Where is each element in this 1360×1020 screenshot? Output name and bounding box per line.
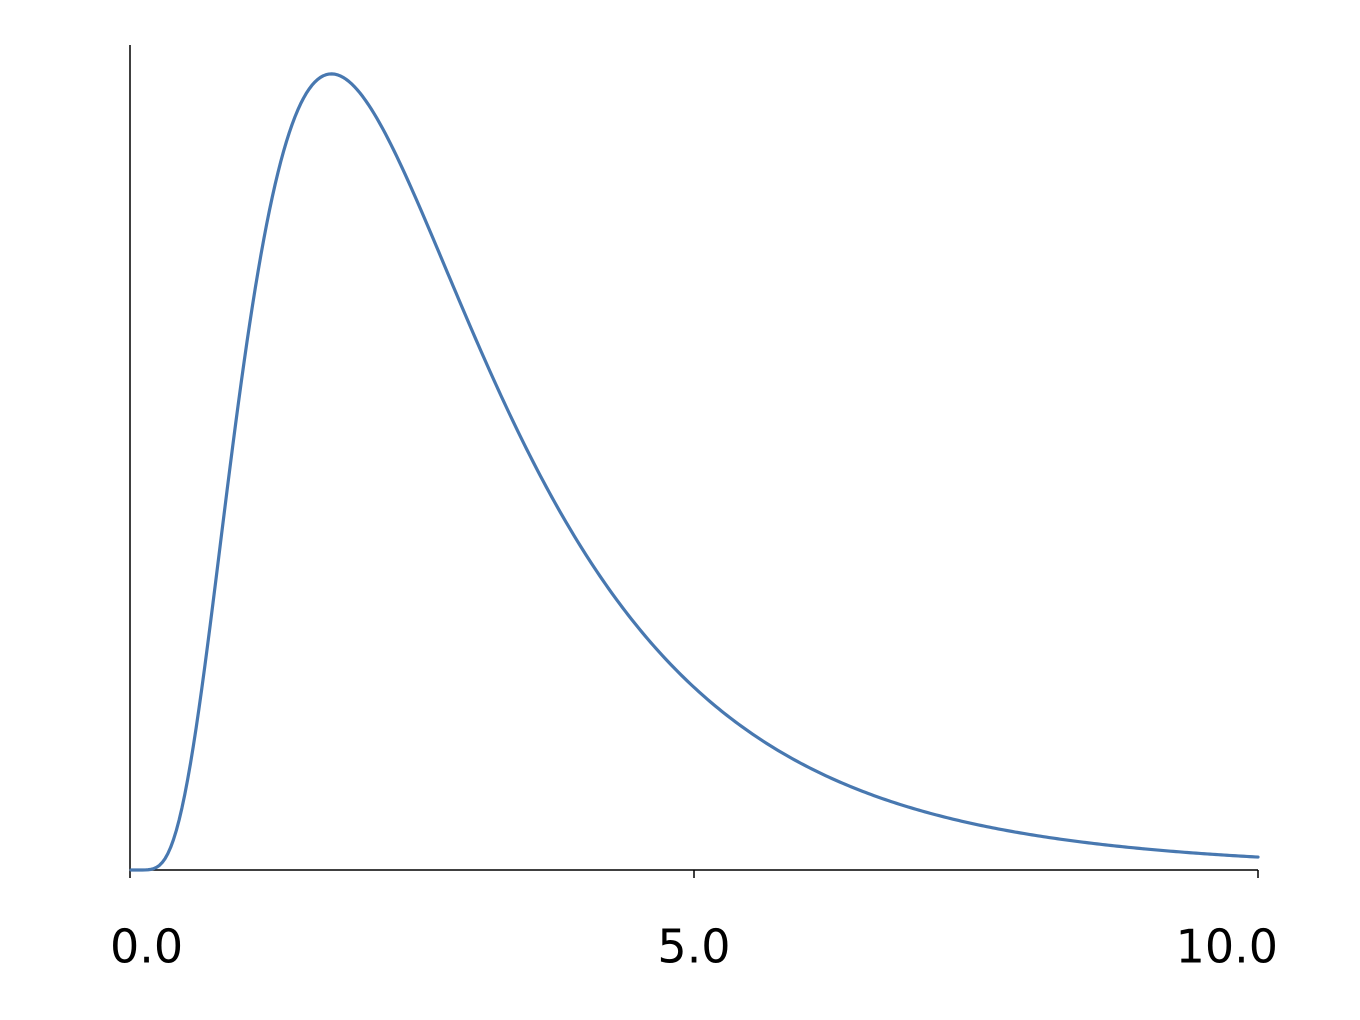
line-chart: 0.0 5.0 10.0	[0, 0, 1360, 1020]
chart-container: 0.0 5.0 10.0	[0, 0, 1360, 1020]
x-tick-label: 5.0	[657, 919, 730, 973]
x-tick-label: 0.0	[110, 919, 183, 973]
x-tick-label: 10.0	[1176, 919, 1278, 973]
